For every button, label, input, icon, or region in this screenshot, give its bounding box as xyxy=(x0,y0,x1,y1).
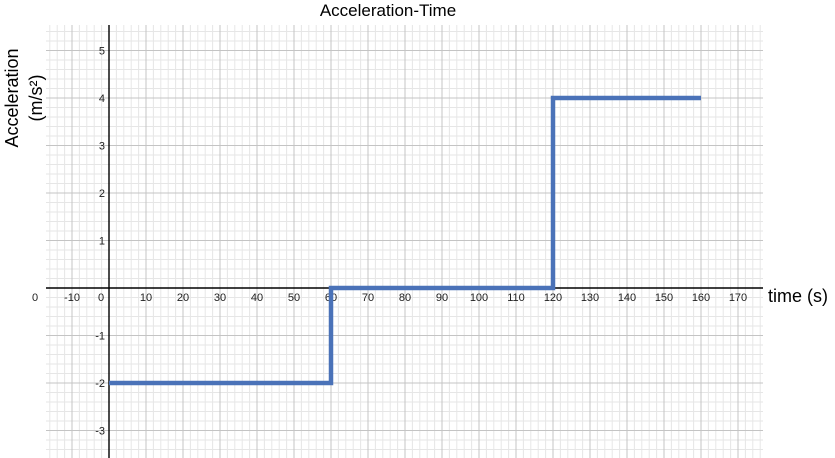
x-tick-label: -10 xyxy=(64,292,80,304)
x-tick-label: 100 xyxy=(470,292,488,304)
x-tick-label: 120 xyxy=(544,292,562,304)
x-tick-label: 30 xyxy=(214,292,226,304)
x-tick-label: 40 xyxy=(251,292,263,304)
y-tick-label: 1 xyxy=(99,236,105,248)
y-tick-label: 5 xyxy=(99,46,105,58)
series-group xyxy=(109,95,701,386)
x-tick-label: 150 xyxy=(655,292,673,304)
x-axis-label: time (s) xyxy=(768,286,828,306)
x-tick-label: 130 xyxy=(581,292,599,304)
x-tick-label: 160 xyxy=(692,292,710,304)
x-tick-label: 170 xyxy=(729,292,747,304)
y-tick-label: 2 xyxy=(99,188,105,200)
y-tick-label: -3 xyxy=(95,426,105,438)
y-axis-label-line1: Acceleration xyxy=(2,48,22,147)
x-tick-label: 90 xyxy=(436,292,448,304)
x-tick-label: 50 xyxy=(288,292,300,304)
y-tick-label: 3 xyxy=(99,141,105,153)
x-tick-label: 20 xyxy=(177,292,189,304)
x-tick-label: 0 xyxy=(98,292,104,304)
x-tick-label: 70 xyxy=(362,292,374,304)
y-tick-label: -2 xyxy=(95,378,105,390)
y-axis-label-line2: (m/s²) xyxy=(26,75,46,122)
y-tick-label: 4 xyxy=(99,93,105,105)
acceleration-series-line xyxy=(109,95,701,386)
x-tick-label: 140 xyxy=(618,292,636,304)
y-tick-label: -1 xyxy=(95,331,105,343)
chart-title: Acceleration-Time xyxy=(320,1,456,20)
x-tick-label: 0 xyxy=(32,292,38,304)
tick-labels: 0 -10 0 10 20 30 40 50 60 70 80 90 100 110 120 130 140 15… xyxy=(32,46,747,438)
x-tick-label: 80 xyxy=(399,292,411,304)
x-tick-label: 110 xyxy=(507,292,525,304)
x-tick-label: 10 xyxy=(140,292,152,304)
